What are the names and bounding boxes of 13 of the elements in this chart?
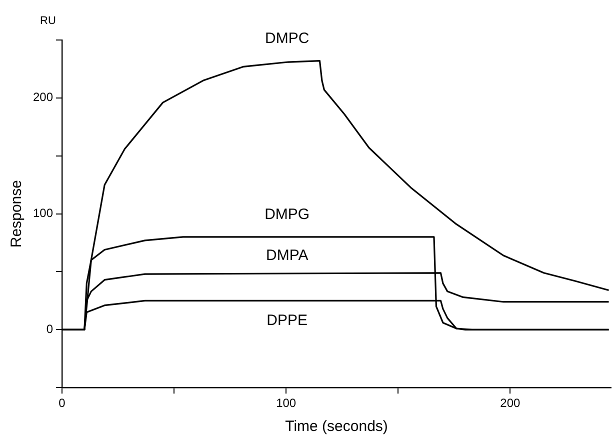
x-tick-label: 200 bbox=[500, 396, 520, 410]
x-axis-title: Time (seconds) bbox=[285, 418, 388, 436]
series-label: DMPA bbox=[266, 247, 308, 264]
y-tick-label: 200 bbox=[32, 90, 54, 104]
x-tick-label: 100 bbox=[276, 396, 296, 410]
text: RU bbox=[40, 15, 56, 28]
x-tick-label: 0 bbox=[58, 396, 66, 410]
series-label: DMPG bbox=[264, 206, 310, 224]
y-tick-label: 0 bbox=[46, 322, 54, 336]
y-tick-label: 100 bbox=[32, 206, 54, 220]
y-axis-title: Response bbox=[8, 180, 26, 248]
series-label: DPPE bbox=[266, 312, 308, 329]
series-label: DMPC bbox=[265, 30, 310, 47]
